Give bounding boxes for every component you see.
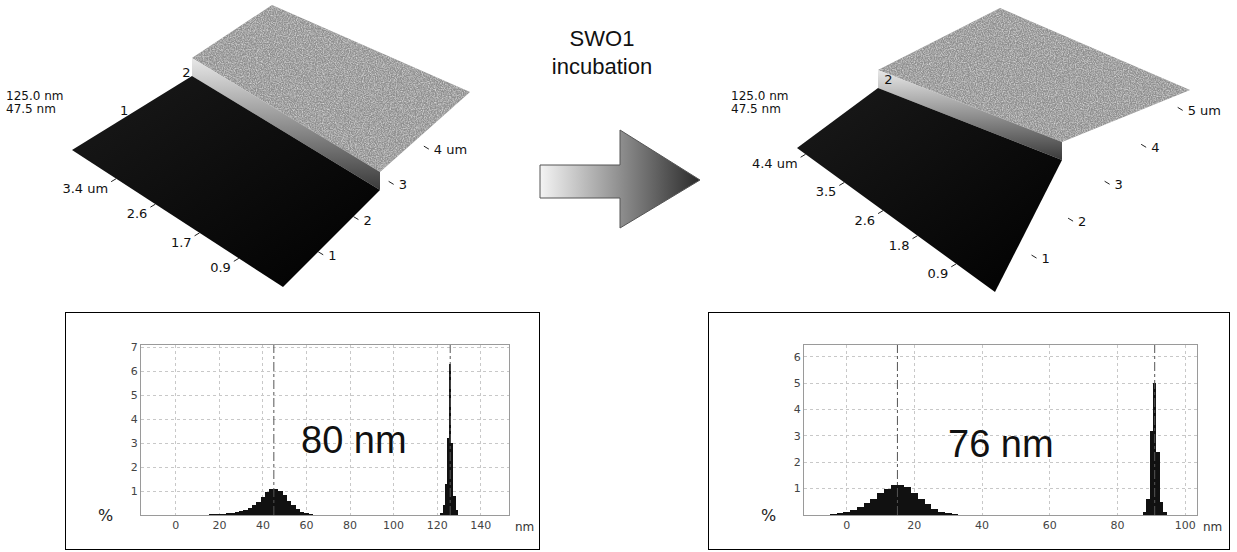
svg-text:60: 60 — [299, 519, 313, 532]
svg-text:%: % — [761, 506, 776, 525]
svg-text:1: 1 — [794, 482, 801, 495]
svg-text:47.5 nm: 47.5 nm — [6, 102, 56, 116]
svg-text:140: 140 — [470, 519, 491, 532]
svg-text:3: 3 — [131, 437, 138, 450]
svg-text:0.9: 0.9 — [210, 260, 231, 275]
svg-text:100: 100 — [383, 519, 404, 532]
svg-text:2: 2 — [1078, 214, 1086, 229]
svg-text:47.5 nm: 47.5 nm — [731, 102, 781, 116]
svg-text:80 nm: 80 nm — [301, 419, 407, 461]
svg-text:120: 120 — [427, 519, 448, 532]
svg-text:0: 0 — [172, 519, 179, 532]
svg-text:40: 40 — [975, 519, 989, 532]
svg-text:4.4 um: 4.4 um — [752, 156, 798, 171]
svg-text:125.0 nm: 125.0 nm — [731, 89, 788, 103]
svg-text:SWO1incubation: SWO1incubation — [552, 26, 652, 79]
svg-text:76 nm: 76 nm — [948, 423, 1054, 465]
svg-text:2: 2 — [363, 213, 371, 228]
svg-text:7: 7 — [131, 341, 138, 354]
svg-text:2: 2 — [794, 456, 801, 469]
svg-text:4: 4 — [1151, 140, 1159, 155]
svg-text:%: % — [98, 506, 113, 525]
svg-text:2: 2 — [182, 65, 190, 80]
svg-text:6: 6 — [131, 365, 138, 378]
svg-text:80: 80 — [343, 519, 357, 532]
svg-text:20: 20 — [907, 519, 921, 532]
svg-text:3: 3 — [399, 177, 407, 192]
svg-text:3.4 um: 3.4 um — [62, 181, 108, 196]
svg-text:1: 1 — [1042, 251, 1050, 266]
svg-text:1: 1 — [120, 103, 128, 118]
svg-text:2: 2 — [884, 72, 892, 87]
svg-text:5: 5 — [131, 389, 138, 402]
svg-text:0.9: 0.9 — [928, 266, 949, 281]
svg-text:1.7: 1.7 — [171, 235, 192, 250]
svg-text:40: 40 — [256, 519, 270, 532]
svg-text:6: 6 — [794, 351, 801, 364]
svg-text:20: 20 — [212, 519, 226, 532]
svg-text:80: 80 — [1110, 519, 1124, 532]
svg-text:2.6: 2.6 — [854, 213, 875, 228]
svg-text:60: 60 — [1043, 519, 1057, 532]
svg-text:3: 3 — [794, 430, 801, 443]
svg-text:2.6: 2.6 — [127, 206, 148, 221]
svg-text:0: 0 — [843, 519, 850, 532]
svg-text:1.8: 1.8 — [889, 238, 910, 253]
svg-text:3.5: 3.5 — [816, 184, 837, 199]
svg-text:1: 1 — [131, 485, 138, 498]
svg-text:2: 2 — [131, 461, 138, 474]
svg-text:100: 100 — [1175, 519, 1196, 532]
svg-text:1: 1 — [328, 248, 336, 263]
svg-text:5 um: 5 um — [1188, 103, 1221, 118]
svg-text:4: 4 — [131, 413, 138, 426]
svg-text:3: 3 — [1115, 177, 1123, 192]
svg-text:nm: nm — [515, 520, 534, 534]
svg-text:nm: nm — [1203, 520, 1222, 534]
svg-text:5: 5 — [794, 377, 801, 390]
svg-text:4 um: 4 um — [434, 142, 467, 157]
svg-text:125.0 nm: 125.0 nm — [6, 89, 63, 103]
svg-text:4: 4 — [794, 403, 801, 416]
